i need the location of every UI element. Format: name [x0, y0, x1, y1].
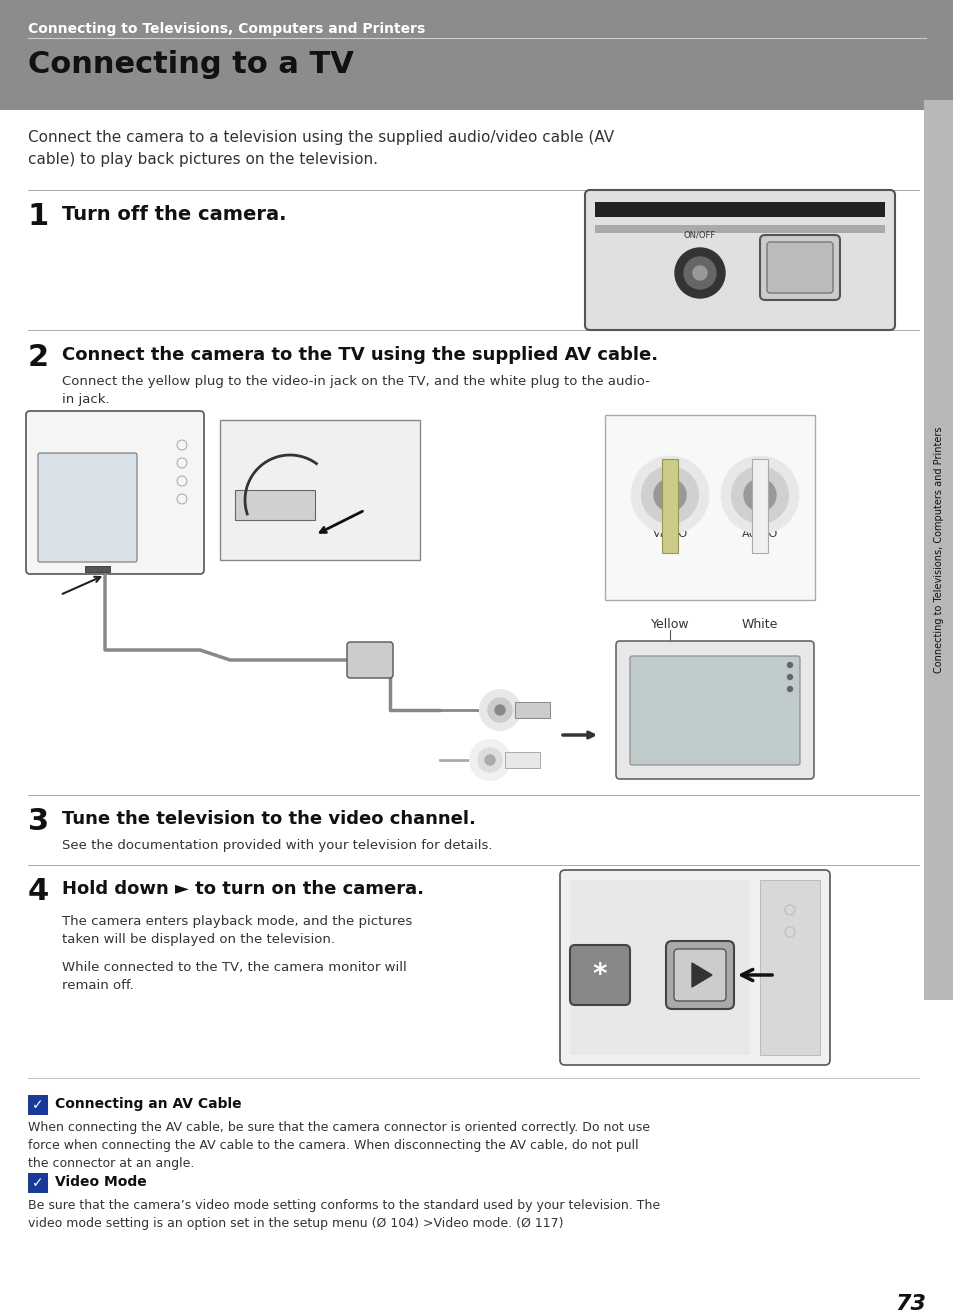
Circle shape	[488, 698, 512, 721]
Text: Connect the camera to the TV using the supplied AV cable.: Connect the camera to the TV using the s…	[62, 346, 658, 364]
Text: See the documentation provided with your television for details.: See the documentation provided with your…	[62, 840, 492, 851]
Text: AUDIO: AUDIO	[741, 530, 778, 539]
Circle shape	[484, 756, 495, 765]
Bar	[923, 100, 953, 1000]
Text: VIDEO: VIDEO	[652, 530, 687, 539]
Text: Be sure that the camera’s video mode setting conforms to the standard used by yo: Be sure that the camera’s video mode set…	[28, 1198, 659, 1212]
Circle shape	[721, 457, 797, 533]
FancyBboxPatch shape	[38, 453, 137, 562]
Bar	[220, 420, 419, 560]
Text: remain off.: remain off.	[62, 979, 133, 992]
Circle shape	[641, 466, 698, 523]
Text: Turn off the camera.: Turn off the camera.	[62, 205, 286, 223]
Circle shape	[663, 489, 676, 501]
Circle shape	[470, 740, 510, 781]
FancyBboxPatch shape	[584, 191, 894, 330]
Bar	[515, 702, 550, 717]
Bar	[28, 1173, 48, 1193]
Bar	[751, 459, 767, 553]
FancyBboxPatch shape	[673, 949, 725, 1001]
Bar	[661, 459, 678, 553]
Text: cable) to play back pictures on the television.: cable) to play back pictures on the tele…	[28, 152, 377, 167]
Circle shape	[753, 489, 765, 501]
Circle shape	[743, 480, 775, 511]
Text: Connect the camera to a television using the supplied audio/video cable (AV: Connect the camera to a television using…	[28, 130, 614, 145]
Polygon shape	[691, 963, 711, 987]
Circle shape	[786, 686, 792, 691]
Circle shape	[675, 248, 724, 298]
Bar	[760, 880, 820, 1055]
Bar	[595, 202, 884, 217]
Text: Video Mode: Video Mode	[55, 1175, 147, 1189]
FancyBboxPatch shape	[665, 941, 733, 1009]
Text: 3: 3	[28, 807, 49, 836]
Text: While connected to the TV, the camera monitor will: While connected to the TV, the camera mo…	[62, 961, 406, 974]
Text: Connecting to Televisions, Computers and Printers: Connecting to Televisions, Computers and…	[28, 22, 425, 35]
Text: *: *	[592, 961, 607, 989]
Text: Connect the yellow plug to the video-in jack on the TV, and the white plug to th: Connect the yellow plug to the video-in …	[62, 374, 649, 388]
FancyBboxPatch shape	[347, 643, 393, 678]
Text: 1: 1	[28, 202, 50, 231]
Bar	[504, 752, 539, 767]
Circle shape	[692, 265, 706, 280]
FancyBboxPatch shape	[26, 411, 204, 574]
FancyBboxPatch shape	[766, 242, 832, 293]
FancyBboxPatch shape	[559, 870, 829, 1066]
Bar	[234, 490, 314, 520]
Text: Connecting to a TV: Connecting to a TV	[28, 50, 354, 79]
Text: video mode setting is an option set in the setup menu (Ø 104) >Video mode. (Ø 11: video mode setting is an option set in t…	[28, 1217, 563, 1230]
Text: Yellow: Yellow	[650, 618, 689, 631]
Text: White: White	[741, 618, 778, 631]
Text: ✓: ✓	[32, 1176, 44, 1190]
Bar	[595, 225, 884, 233]
Circle shape	[477, 748, 501, 773]
Text: Connecting to Televisions, Computers and Printers: Connecting to Televisions, Computers and…	[933, 427, 943, 673]
Text: Tune the television to the video channel.: Tune the television to the video channel…	[62, 809, 476, 828]
Text: 73: 73	[894, 1294, 925, 1314]
Text: force when connecting the AV cable to the camera. When disconnecting the AV cabl: force when connecting the AV cable to th…	[28, 1139, 638, 1152]
Text: Connecting an AV Cable: Connecting an AV Cable	[55, 1097, 241, 1112]
Text: taken will be displayed on the television.: taken will be displayed on the televisio…	[62, 933, 335, 946]
Circle shape	[683, 258, 716, 289]
Circle shape	[731, 466, 787, 523]
Circle shape	[631, 457, 707, 533]
Text: the connector at an angle.: the connector at an angle.	[28, 1158, 194, 1169]
FancyBboxPatch shape	[569, 945, 629, 1005]
Circle shape	[479, 690, 519, 731]
Circle shape	[786, 662, 792, 668]
Text: 2: 2	[28, 343, 49, 372]
Bar	[85, 566, 110, 572]
FancyBboxPatch shape	[616, 641, 813, 779]
Bar	[28, 1095, 48, 1116]
Text: ON/OFF: ON/OFF	[683, 231, 716, 240]
Text: 4: 4	[28, 876, 50, 905]
FancyBboxPatch shape	[760, 235, 840, 300]
Bar	[665, 543, 673, 553]
Circle shape	[786, 674, 792, 679]
Bar	[569, 880, 749, 1055]
Text: in jack.: in jack.	[62, 393, 110, 406]
FancyBboxPatch shape	[629, 656, 800, 765]
Circle shape	[495, 706, 504, 715]
Text: The camera enters playback mode, and the pictures: The camera enters playback mode, and the…	[62, 915, 412, 928]
Bar	[755, 543, 763, 553]
Text: When connecting the AV cable, be sure that the camera connector is oriented corr: When connecting the AV cable, be sure th…	[28, 1121, 649, 1134]
Bar	[604, 415, 814, 600]
Bar	[0, 0, 953, 110]
Text: Hold down ► to turn on the camera.: Hold down ► to turn on the camera.	[62, 880, 423, 897]
Text: ✓: ✓	[32, 1099, 44, 1112]
Circle shape	[654, 480, 685, 511]
